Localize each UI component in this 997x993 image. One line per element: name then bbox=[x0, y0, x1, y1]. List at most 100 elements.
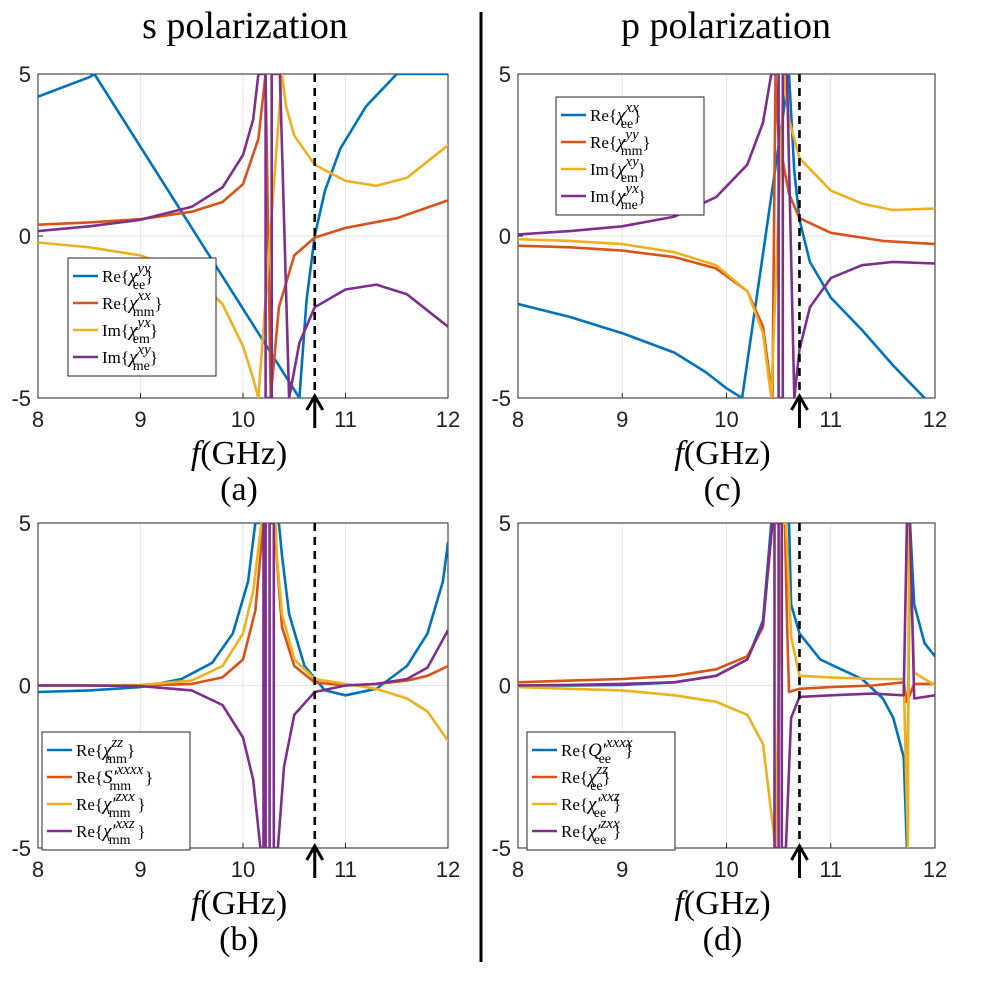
legend-entry: Re{χxx ee} bbox=[590, 100, 641, 132]
legend-brace-close: } bbox=[643, 133, 651, 152]
x-tick-label: 12 bbox=[923, 407, 947, 432]
x-axis-unit: (GHz) bbox=[684, 435, 771, 472]
series-line-c-blue bbox=[518, 74, 926, 398]
legend-subscript: ee bbox=[599, 752, 611, 767]
legend-brace-close: } bbox=[138, 795, 146, 814]
legend-brace-close: } bbox=[613, 822, 621, 841]
legend-brace-close: } bbox=[145, 768, 153, 787]
panel-label: (c) bbox=[704, 471, 742, 508]
legend-superscript: zz bbox=[110, 735, 123, 751]
legend-prefix: Re bbox=[76, 822, 95, 841]
legend-prefix: Im bbox=[102, 348, 121, 367]
x-tick-label: 10 bbox=[714, 857, 738, 882]
legend-brace-open: { bbox=[609, 160, 617, 179]
legend-superscript: xy bbox=[624, 154, 639, 170]
y-tick-label: -5 bbox=[491, 836, 511, 861]
up-arrow-icon bbox=[305, 842, 325, 861]
legend-entry: Re{χyy ee} bbox=[102, 261, 153, 293]
legend-entry: Re{χ′xxz ee} bbox=[561, 789, 621, 821]
legend-prefix: Im bbox=[590, 160, 609, 179]
x-tick-label: 11 bbox=[334, 407, 357, 432]
legend-superscript: zxx bbox=[600, 816, 620, 832]
legend-prefix: Im bbox=[590, 187, 609, 206]
legend-symbol: χ bbox=[127, 320, 138, 341]
legend-symbol: χ bbox=[127, 347, 138, 368]
legend-superscript: xxxx bbox=[116, 762, 144, 778]
x-axis-unit: (GHz) bbox=[684, 885, 771, 922]
series-group-d bbox=[518, 523, 935, 848]
legend-superscript: zxx bbox=[115, 789, 135, 805]
series-line-c-orange bbox=[518, 74, 935, 398]
legend-symbol: χ bbox=[127, 266, 138, 287]
legend-prefix: Re bbox=[102, 267, 121, 286]
x-tick-label: 9 bbox=[616, 857, 628, 882]
legend-entry: Re{χzz mm} bbox=[76, 735, 135, 767]
legend-entry: Re{χ′zxx mm} bbox=[76, 789, 146, 821]
x-tick-label: 8 bbox=[32, 407, 44, 432]
legend-superscript: xx bbox=[624, 100, 639, 116]
legend-subscript: em bbox=[621, 171, 638, 186]
legend-superscript: xxxx bbox=[605, 735, 633, 751]
legend-prefix: Re bbox=[561, 822, 580, 841]
legend-superscript: yy bbox=[135, 261, 151, 277]
y-tick-label: -5 bbox=[11, 386, 31, 411]
legend-brace-open: { bbox=[609, 133, 617, 152]
legend-symbol: χ bbox=[615, 132, 626, 153]
x-tick-label: 9 bbox=[134, 407, 146, 432]
x-axis-label: f(GHz) bbox=[674, 885, 770, 922]
legend-brace-close: } bbox=[155, 294, 163, 313]
legend-subscript: me bbox=[133, 359, 150, 374]
legend-entry: Re{χyy mm} bbox=[590, 127, 651, 159]
x-axis-label: f(GHz) bbox=[191, 885, 287, 922]
panel-label: (b) bbox=[219, 921, 259, 958]
y-tick-label: 0 bbox=[499, 674, 511, 699]
x-tick-label: 11 bbox=[819, 857, 842, 882]
legend-superscript: xxz bbox=[600, 789, 620, 805]
x-axis-label: f(GHz) bbox=[191, 435, 287, 472]
legend-symbol: χ′ bbox=[586, 821, 601, 842]
x-axis-unit: (GHz) bbox=[200, 885, 287, 922]
series-line-a-purple bbox=[38, 74, 448, 398]
x-axis-unit: (GHz) bbox=[200, 435, 287, 472]
legend-brace-close: } bbox=[603, 768, 611, 787]
legend-symbol: S′ bbox=[103, 767, 118, 788]
up-arrow-icon bbox=[305, 392, 325, 411]
y-tick-label: 0 bbox=[19, 674, 31, 699]
legend-subscript: mm bbox=[105, 752, 127, 767]
panel-label: (d) bbox=[703, 921, 743, 958]
x-tick-label: 12 bbox=[436, 857, 460, 882]
legend-brace-close: } bbox=[138, 822, 146, 841]
x-tick-label: 10 bbox=[231, 407, 255, 432]
left-column-title: s polarization bbox=[142, 5, 348, 47]
legend-entry: Im{χyx em} bbox=[102, 315, 158, 347]
legend-superscript: xxz bbox=[115, 816, 135, 832]
series-line-b-purple bbox=[38, 523, 448, 848]
legend-superscript: xy bbox=[136, 342, 151, 358]
legend-brace-open: { bbox=[609, 106, 617, 125]
legend-symbol: χ bbox=[127, 293, 138, 314]
legend-brace-open: { bbox=[121, 294, 129, 313]
y-tick-label: 5 bbox=[19, 62, 31, 87]
legend-entry: Re{χ′zxx ee} bbox=[561, 816, 621, 848]
legend-superscript: yy bbox=[623, 127, 639, 143]
y-tick-label: 5 bbox=[499, 511, 511, 536]
x-tick-label: 8 bbox=[512, 407, 524, 432]
legend-brace-close: } bbox=[633, 106, 641, 125]
legend-symbol: χ bbox=[586, 767, 597, 788]
legend-prefix: Im bbox=[102, 321, 121, 340]
legend-brace-open: { bbox=[580, 768, 588, 787]
x-tick-label: 8 bbox=[32, 857, 44, 882]
legend-superscript: yx bbox=[623, 181, 639, 197]
y-tick-label: 0 bbox=[499, 224, 511, 249]
legend-subscript: ee bbox=[594, 833, 606, 848]
x-tick-label: 12 bbox=[923, 857, 947, 882]
series-line-d-orange bbox=[518, 523, 935, 704]
legend-brace-open: { bbox=[580, 795, 588, 814]
legend-brace-open: { bbox=[95, 768, 103, 787]
legend-prefix: Re bbox=[561, 741, 580, 760]
legend-subscript: em bbox=[133, 332, 150, 347]
y-tick-label: 0 bbox=[19, 224, 31, 249]
legend-brace-close: } bbox=[150, 321, 158, 340]
